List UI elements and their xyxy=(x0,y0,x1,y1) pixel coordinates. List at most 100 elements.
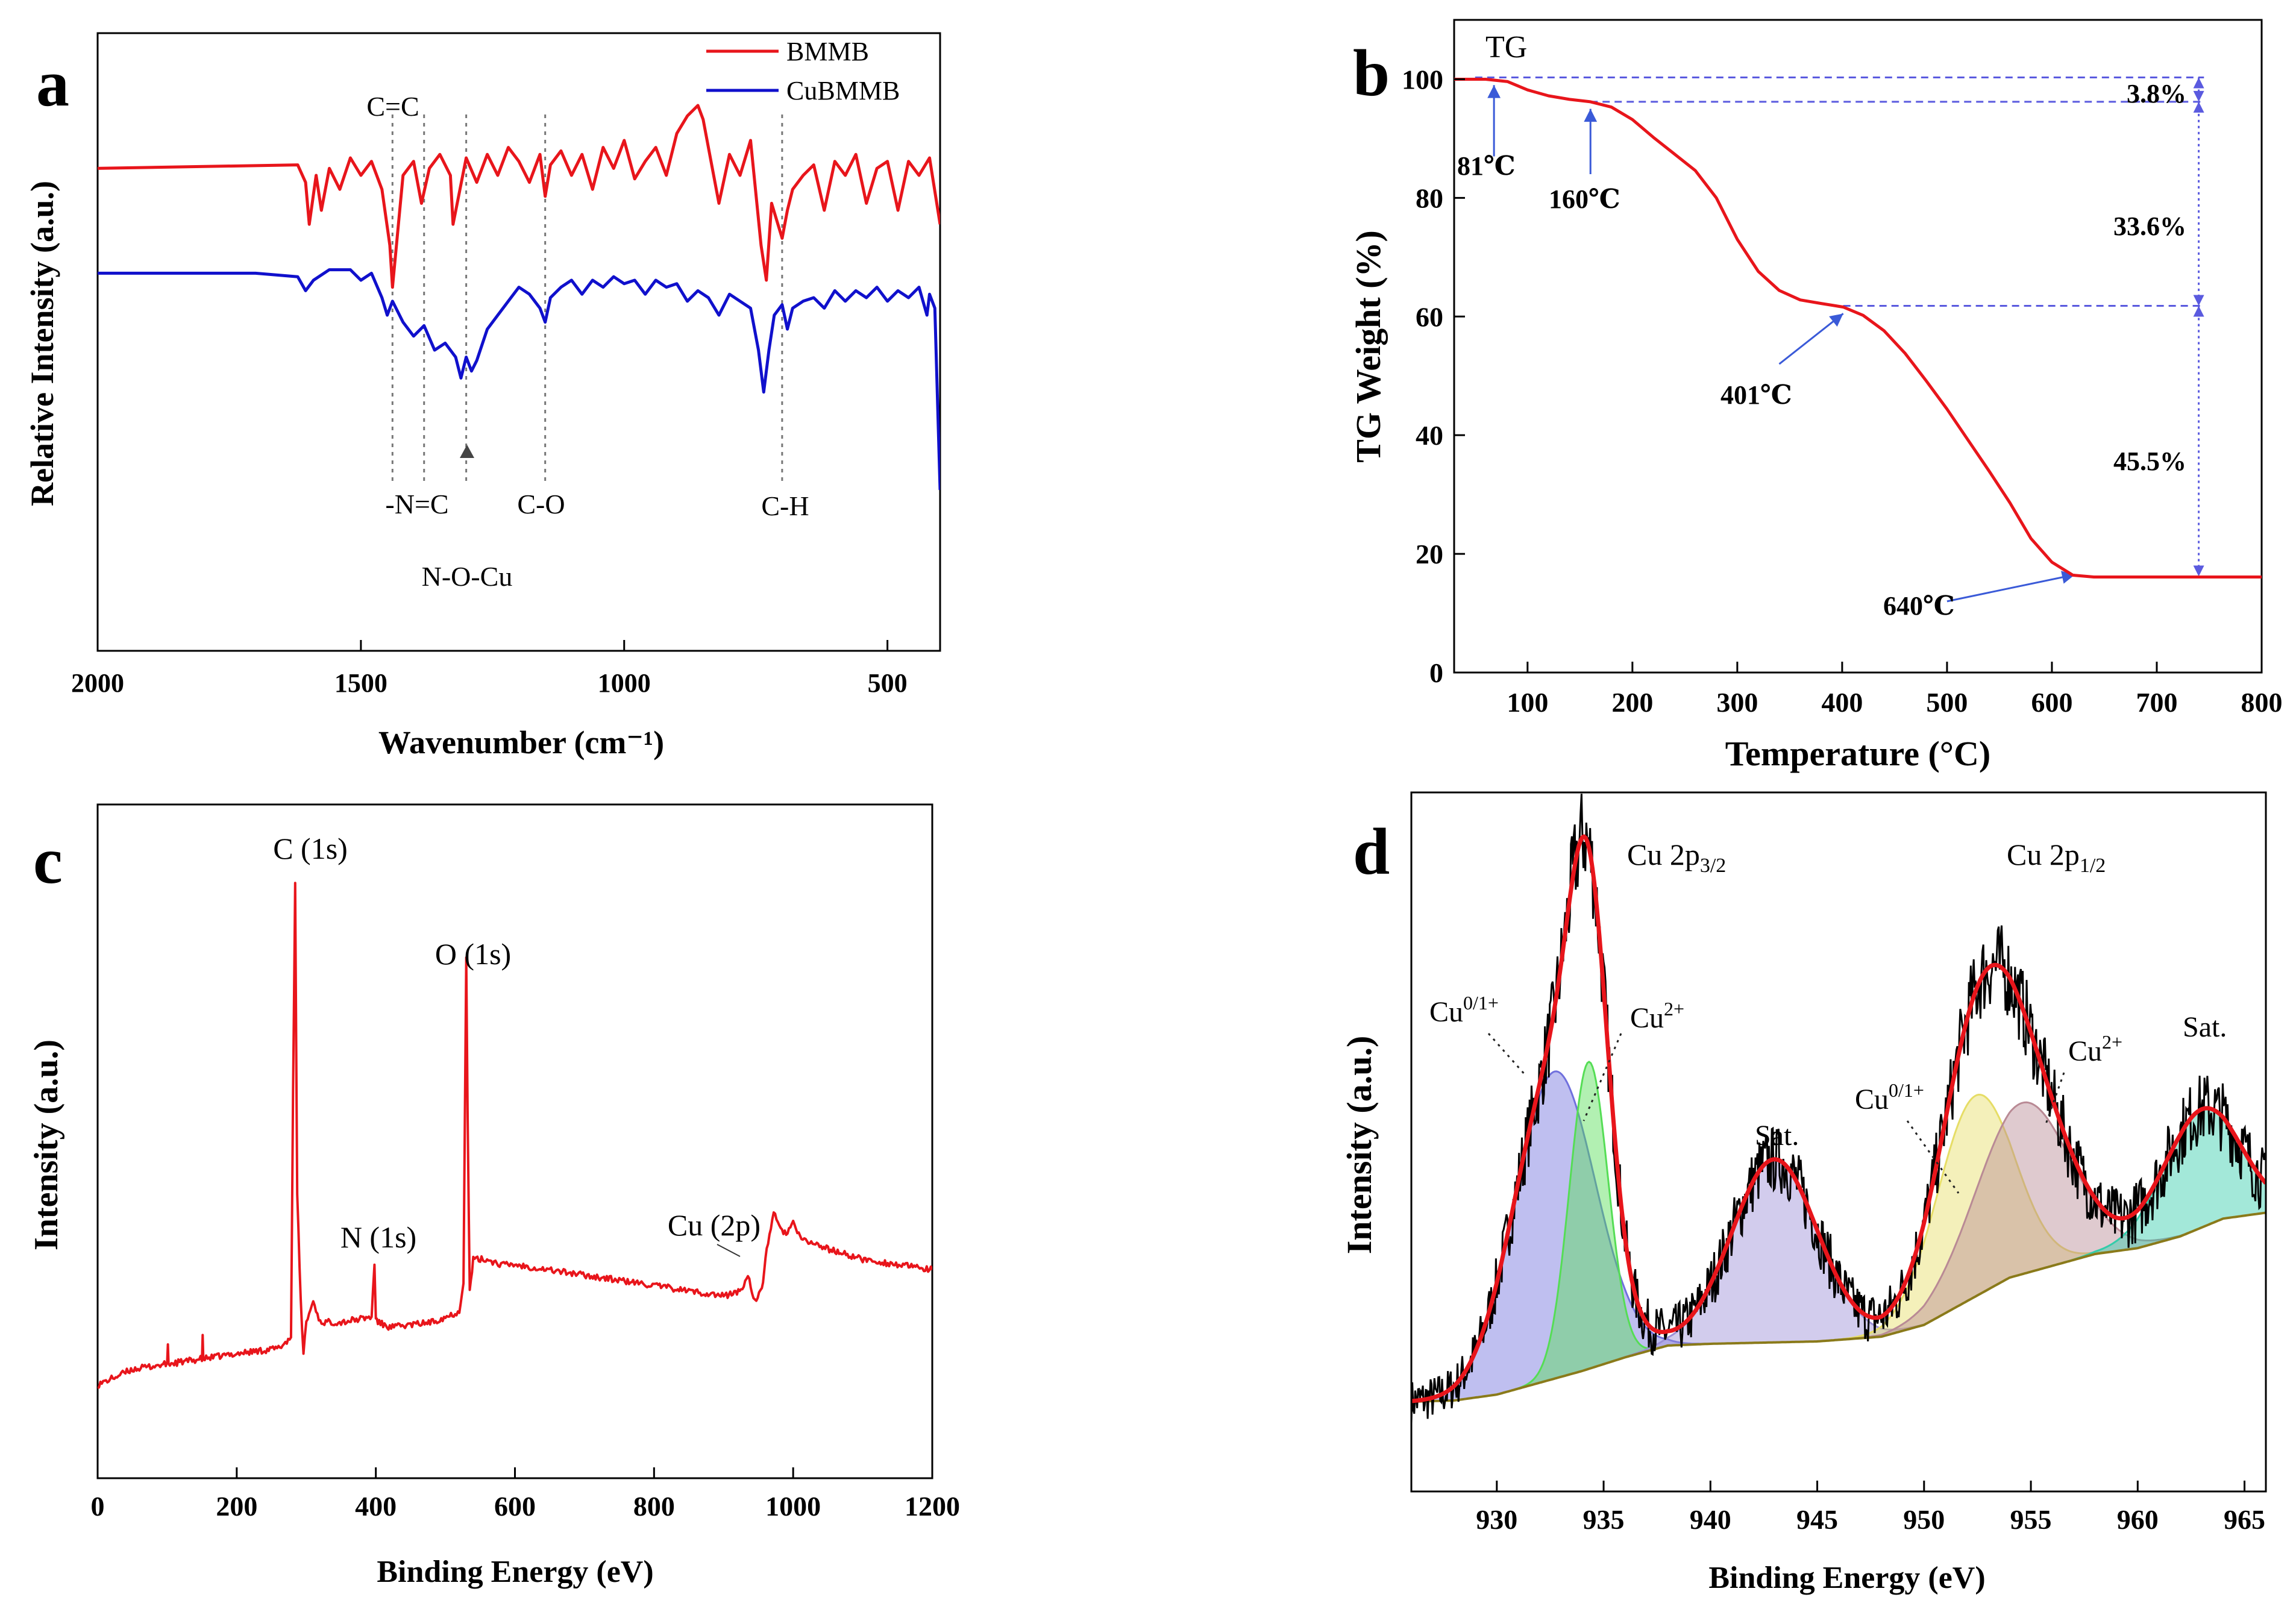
x-tick-label-200: 200 xyxy=(216,1491,257,1522)
panel-b-reference-lines xyxy=(1475,77,2204,603)
label-cu-2p32: Cu 2p3/2 xyxy=(1627,838,1726,877)
label-cu2-left-main: Cu xyxy=(1630,1002,1664,1034)
panel-d-cu2p: d 930 935 940 945 950 955 960 965 Binding Energ… xyxy=(1340,791,2267,1595)
panel-d-x-axis-label: Binding Energy (eV) xyxy=(1708,1561,1985,1595)
panel-c-xps-survey: c 0 200 400 600 800 1000 1200 Binding Energy (… xyxy=(28,803,960,1589)
y-tick-label-100: 100 xyxy=(1402,64,1443,95)
step-arrow-tail-2 xyxy=(2193,306,2204,317)
step-label-45-5: 45.5% xyxy=(2113,447,2186,476)
panel-b-series xyxy=(1454,78,2262,579)
x-tick-label-2000: 2000 xyxy=(71,668,124,698)
panel-d-frame xyxy=(1410,791,2267,1493)
x-tick-label-1000: 1000 xyxy=(765,1491,821,1522)
peak-label-o1s: O (1s) xyxy=(435,937,511,971)
annotation-n-eq-c: -N=C xyxy=(385,489,448,519)
label-cu2-right-sup: 2+ xyxy=(2102,1031,2122,1053)
label-cu-2p12-main: Cu 2p xyxy=(2007,838,2080,871)
label-cu2-right-main: Cu xyxy=(2068,1035,2102,1067)
leader-cu01-right xyxy=(1906,1120,1960,1194)
label-cu01-right: Cu0/1+ xyxy=(1855,1079,1924,1115)
x-tick-label-500: 500 xyxy=(868,668,908,698)
panel-c-series xyxy=(98,882,932,1390)
panel-label-c: c xyxy=(33,824,63,897)
panel-d-leaders xyxy=(1487,1033,2065,1194)
panel-a-x-ticks: 2000 1500 1000 500 xyxy=(71,640,908,698)
x-tick-label-955: 955 xyxy=(2010,1504,2052,1535)
x-tick-label-500: 500 xyxy=(1926,687,1968,718)
panel-b-frame xyxy=(1453,19,2263,674)
leader-cu01-left xyxy=(1487,1033,1527,1076)
cu2p-leader-line xyxy=(717,1244,741,1257)
annotation-c-h: C-H xyxy=(761,491,809,521)
label-cu2-right: Cu2+ xyxy=(2068,1031,2122,1067)
panel-a-x-axis-label: Wavenumber (cm⁻¹) xyxy=(378,724,664,760)
x-tick-label-400: 400 xyxy=(1821,687,1863,718)
peak-label-n1s: N (1s) xyxy=(340,1220,416,1254)
x-tick-label-960: 960 xyxy=(2117,1504,2159,1535)
x-tick-label-1200: 1200 xyxy=(905,1491,960,1522)
panel-c-frame xyxy=(96,803,933,1479)
panel-a-frame xyxy=(96,32,941,652)
pointer-401-head xyxy=(1829,313,1843,327)
temp-label-160: 160℃ xyxy=(1549,184,1620,214)
annotation-n-o-cu: N-O-Cu xyxy=(422,561,513,592)
panel-c-y-axis-label: Intensity (a.u.) xyxy=(28,1040,65,1250)
y-tick-label-80: 80 xyxy=(1416,183,1443,213)
legend-label-cubmmb: CuBMMB xyxy=(786,76,900,105)
y-tick-label-60: 60 xyxy=(1416,301,1443,332)
pointer-401 xyxy=(1778,313,1844,365)
temp-label-640: 640℃ xyxy=(1883,591,1955,621)
x-tick-label-950: 950 xyxy=(1903,1504,1945,1535)
x-tick-label-930: 930 xyxy=(1476,1504,1517,1535)
y-tick-label-20: 20 xyxy=(1416,539,1443,569)
label-cu01-left-sup: 0/1+ xyxy=(1463,992,1499,1014)
step-label-3-8: 3.8% xyxy=(2127,79,2186,108)
label-cu-2p12: Cu 2p1/2 xyxy=(2007,838,2106,877)
x-tick-label-965: 965 xyxy=(2224,1504,2265,1535)
panel-a-legend: BMMB CuBMMB xyxy=(706,37,900,105)
x-tick-label-400: 400 xyxy=(355,1491,397,1522)
n-o-cu-arrow-head xyxy=(460,445,474,458)
panel-c-x-axis-label: Binding Energy (eV) xyxy=(377,1555,653,1589)
step-label-33-6: 33.6% xyxy=(2113,212,2186,241)
panel-label-d: d xyxy=(1353,815,1390,888)
label-cu01-left: Cu0/1+ xyxy=(1429,992,1499,1028)
panel-d-fit xyxy=(1411,834,2266,1403)
peak-label-c1s: C (1s) xyxy=(273,832,348,865)
x-tick-label-600: 600 xyxy=(2031,687,2072,718)
panel-b-title: TG xyxy=(1485,30,1527,64)
fit-envelope xyxy=(1411,834,2266,1403)
tg-curve xyxy=(1454,78,2262,579)
label-sat-left: Sat. xyxy=(1755,1120,1799,1152)
panel-b-tg: b TG 100 200 300 400 500 600 700 80002040608010… xyxy=(1349,19,2283,773)
panel-d-x-ticks: 930 935 940 945 950 955 960 965 xyxy=(1476,1481,2265,1535)
survey-spectrum xyxy=(98,882,932,1390)
fit-background xyxy=(1411,1211,2266,1403)
panel-label-b: b xyxy=(1353,36,1390,110)
x-tick-label-1500: 1500 xyxy=(334,668,387,698)
x-tick-label-945: 945 xyxy=(1796,1504,1838,1535)
temp-label-401: 401℃ xyxy=(1720,380,1792,410)
x-tick-label-800: 800 xyxy=(633,1491,675,1522)
step-arrow-head-2 xyxy=(2193,565,2204,577)
x-tick-label-800: 800 xyxy=(2241,687,2283,718)
step-arrow-head-1 xyxy=(2193,295,2204,306)
label-sat-right: Sat. xyxy=(2183,1011,2227,1043)
panel-c-x-ticks: 0 200 400 600 800 1000 1200 xyxy=(91,1467,960,1522)
panel-b-ticks: 100 200 300 400 500 600 700 800 0 20 40 60 80 100 xyxy=(1402,64,2283,718)
step-arrow-tail-1 xyxy=(2193,101,2204,113)
panel-a-ftir: a 2000 1500 1000 500 Wavenumber (cm⁻¹) Rela… xyxy=(24,32,941,760)
leader-cu2-right xyxy=(2045,1072,2065,1124)
annotation-c-eq-c: C=C xyxy=(366,91,419,122)
temp-label-81: 81℃ xyxy=(1457,151,1516,181)
panel-a-series xyxy=(98,104,940,491)
x-tick-label-300: 300 xyxy=(1716,687,1758,718)
panel-label-a: a xyxy=(36,46,69,120)
leader-cu2-left xyxy=(1582,1033,1622,1121)
x-tick-label-935: 935 xyxy=(1583,1504,1625,1535)
x-tick-label-100: 100 xyxy=(1507,687,1548,718)
y-tick-label-40: 40 xyxy=(1416,420,1443,451)
x-tick-label-940: 940 xyxy=(1690,1504,1731,1535)
pointer-81-head xyxy=(1487,85,1501,98)
